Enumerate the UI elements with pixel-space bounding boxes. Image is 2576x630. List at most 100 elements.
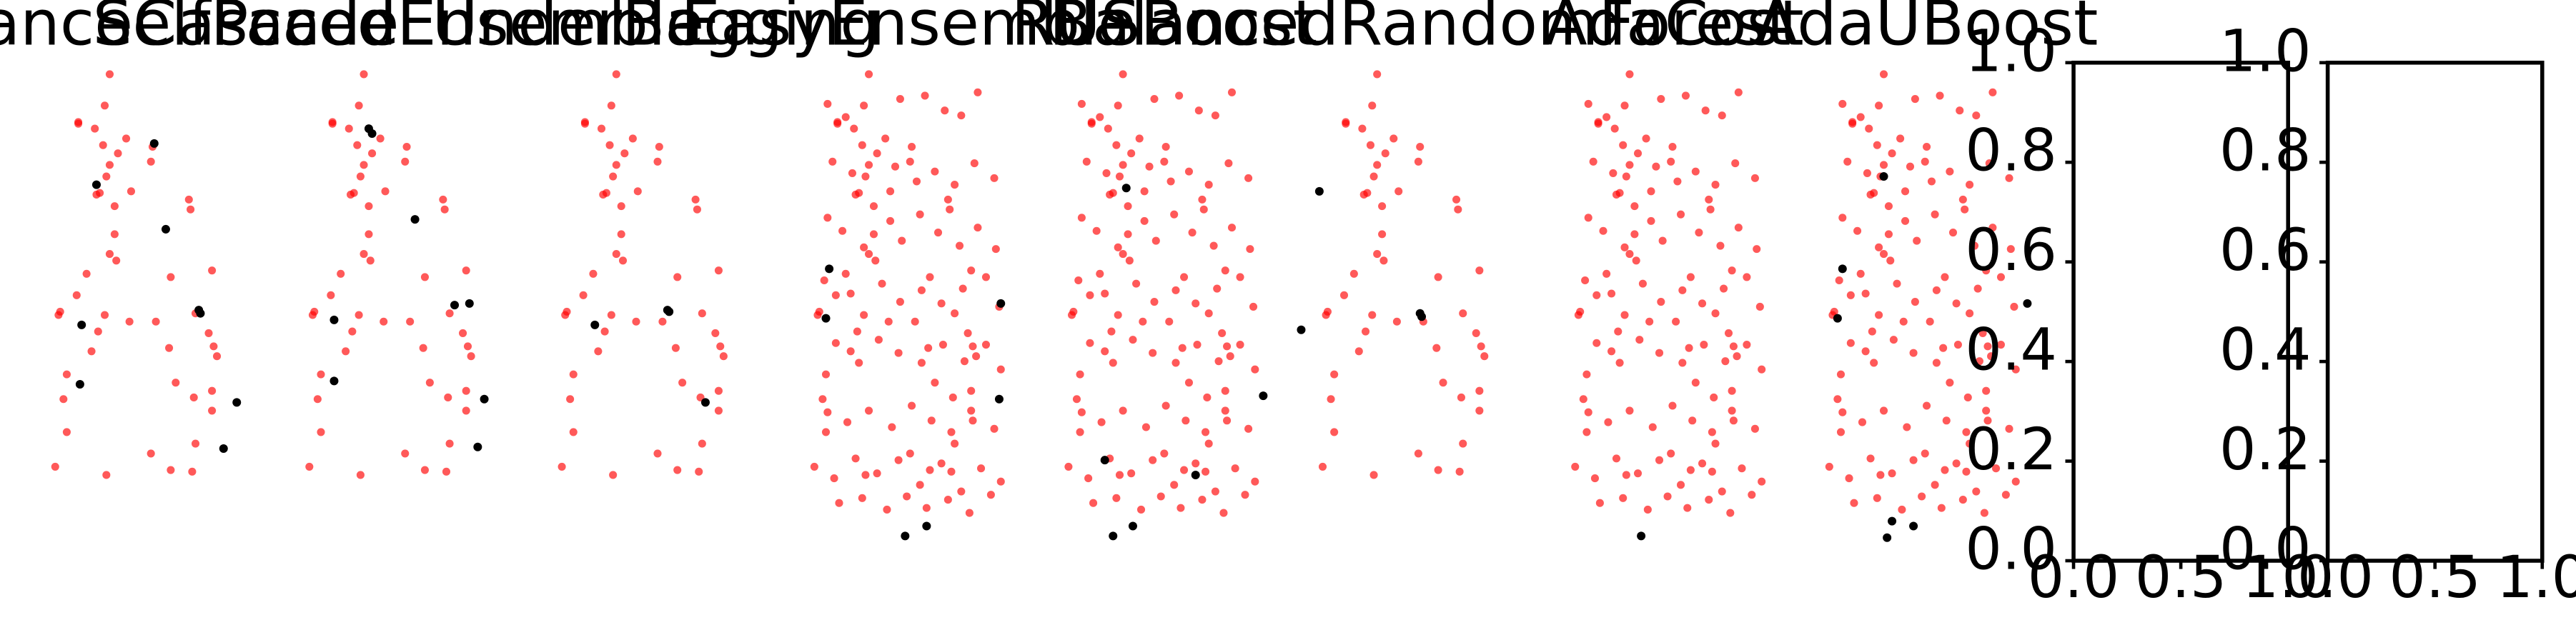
scatter-point <box>1927 177 1936 186</box>
scatter-point <box>1592 339 1601 347</box>
scatter-point <box>1896 134 1905 143</box>
scatter-point <box>1092 226 1101 235</box>
scatter-point <box>1966 181 1974 189</box>
scatter-point <box>986 491 995 499</box>
scatter-point <box>1686 273 1695 281</box>
scatter-point <box>356 471 365 479</box>
scatter-point <box>99 141 107 149</box>
scatter-point <box>1921 157 1929 166</box>
scatter-point <box>1115 172 1124 181</box>
scatter-point <box>855 359 863 367</box>
scatter-point <box>2011 477 2020 486</box>
scatter-point <box>1191 470 1200 479</box>
scatter-point <box>1706 205 1715 214</box>
x-ticks: 0.0 0.5 1.0 <box>2282 544 2576 611</box>
panel-title: AdaCost <box>1545 0 1804 59</box>
scatter-point <box>1459 439 1467 448</box>
minority-series <box>330 124 489 451</box>
scatter-point <box>1096 113 1104 121</box>
scatter-point <box>878 279 886 288</box>
scatter-point <box>1236 341 1244 349</box>
scatter-point <box>869 230 878 239</box>
scatter-point <box>609 471 618 479</box>
scatter-point <box>1472 329 1480 337</box>
scatter-point <box>617 230 625 239</box>
scatter-point <box>969 342 977 351</box>
scatter-point <box>1179 466 1189 474</box>
scatter-point <box>1718 111 1726 120</box>
scatter-point <box>1366 141 1374 149</box>
scatter-point <box>1991 464 2001 473</box>
scatter-point <box>1695 229 1703 237</box>
xtick-label: 0.5 <box>2389 544 2481 611</box>
scatter-point <box>1119 70 1127 79</box>
scatter-point <box>1655 456 1664 464</box>
scatter-point <box>1571 462 1580 471</box>
scatter-point <box>1633 469 1643 478</box>
scatter-point <box>1875 311 1883 319</box>
scatter-point <box>1607 289 1616 298</box>
scatter-point <box>1858 418 1867 426</box>
scatter-point <box>853 327 861 336</box>
scatter-point <box>963 329 972 337</box>
scatter-point <box>232 398 242 407</box>
scatter-point <box>1077 408 1086 416</box>
scatter-point <box>594 347 603 356</box>
scatter-point <box>1873 141 1881 149</box>
scatter-panel: EasyEnsemble <box>680 0 1136 541</box>
scatter-point <box>600 327 609 336</box>
scatter-point <box>365 230 373 239</box>
scatter-point <box>167 273 175 281</box>
scatter-point <box>673 273 682 281</box>
scatter-point <box>1582 370 1591 379</box>
scatter-point <box>996 477 1005 486</box>
scatter-point <box>310 307 319 316</box>
scatter-point <box>1711 181 1720 189</box>
scatter-point <box>442 467 451 476</box>
scatter-point <box>1127 469 1136 478</box>
scatter-point <box>1838 214 1847 222</box>
scatter-point <box>1843 157 1852 166</box>
scatter-point <box>1946 167 1954 176</box>
scatter-point <box>1246 245 1254 254</box>
scatter-point <box>1342 119 1350 128</box>
scatter-point <box>445 309 454 318</box>
scatter-point <box>1188 229 1197 237</box>
scatter-point <box>1150 94 1159 104</box>
scatter-point <box>1607 347 1616 356</box>
scatter-point <box>1170 210 1179 219</box>
scatter-point <box>1434 466 1442 474</box>
scatter-point <box>1658 236 1667 245</box>
scatter-point <box>1868 327 1876 336</box>
scatter-point <box>1251 365 1259 374</box>
scatter-point <box>924 344 933 352</box>
scatter-point <box>906 449 914 458</box>
minority-series <box>821 264 1006 541</box>
scatter-point <box>1219 509 1228 517</box>
scatter-point <box>1972 111 1981 120</box>
scatter-point <box>1241 491 1249 499</box>
panel-title: SelfPacedEnsemble <box>93 0 705 59</box>
scatter-point <box>1720 284 1728 293</box>
scatter-point <box>1856 269 1865 278</box>
scatter-point <box>1939 344 1948 352</box>
scatter-point <box>860 243 868 251</box>
scatter-point <box>1688 416 1697 425</box>
scatter-point <box>122 134 131 143</box>
scatter-point <box>317 428 325 436</box>
scatter-point <box>1615 359 1624 367</box>
scatter-point <box>1686 466 1695 474</box>
scatter-point <box>92 190 101 199</box>
scatter-point <box>607 101 615 110</box>
scatter-point <box>1705 195 1713 204</box>
scatter-point <box>189 393 198 401</box>
scatter-point <box>1251 477 1259 486</box>
scatter-point <box>605 141 614 149</box>
scatter-point <box>406 317 415 326</box>
scatter-point <box>1901 216 1910 225</box>
scatter-point <box>990 174 999 182</box>
scatter-point <box>1477 342 1485 351</box>
scatter-point <box>59 395 68 404</box>
scatter-point <box>1192 299 1200 308</box>
scatter-point <box>665 307 674 316</box>
